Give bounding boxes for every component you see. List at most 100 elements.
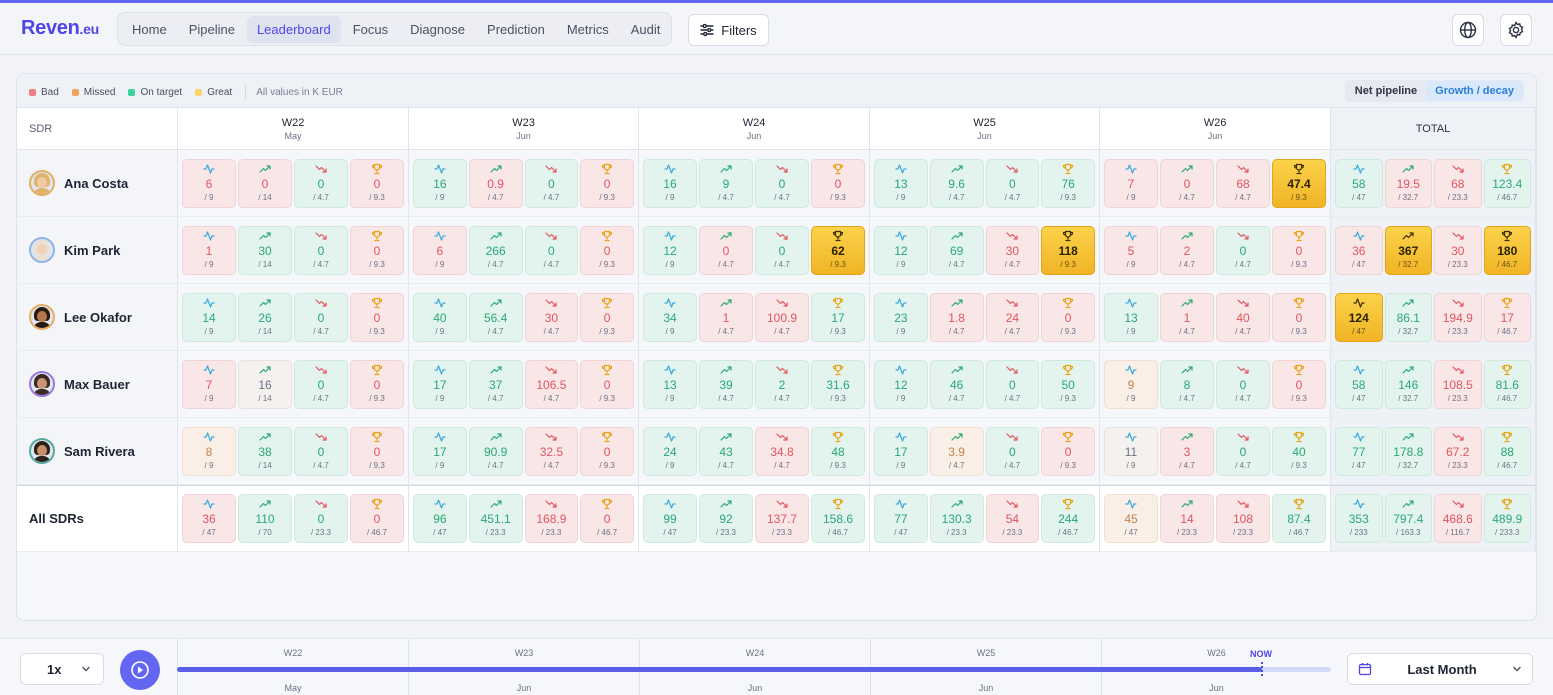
metric-tile[interactable]: 81.6/ 46.7 — [1483, 359, 1531, 409]
metric-tile[interactable]: 7/ 9 — [182, 359, 236, 409]
sdr-name-cell[interactable]: Max Bauer — [17, 351, 178, 418]
metric-tile[interactable]: 7/ 9 — [1104, 158, 1158, 208]
metric-tile[interactable]: 0/ 4.7 — [1216, 426, 1270, 476]
metric-tile[interactable]: 14 / 23.3 — [1160, 494, 1214, 543]
metric-tile[interactable]: 37/ 4.7 — [468, 359, 523, 409]
metric-tile[interactable]: 451.1 / 23.3 — [468, 494, 523, 543]
metric-tile[interactable]: 0/ 9.3 — [350, 359, 404, 409]
metric-tile[interactable]: 0/ 4.7 — [1216, 225, 1270, 275]
metric-tile[interactable]: 266/ 4.7 — [468, 225, 523, 275]
metric-tile[interactable]: 0/ 4.7 — [1216, 359, 1270, 409]
metric-tile[interactable]: 87.4 / 46.7 — [1272, 494, 1326, 543]
metric-tile[interactable]: 16/ 9 — [643, 158, 697, 208]
metric-tile[interactable]: 36 / 47 — [182, 494, 236, 543]
metric-tile[interactable]: 12/ 9 — [643, 225, 697, 275]
metric-tile[interactable]: 0 / 46.7 — [580, 494, 634, 543]
metric-tile[interactable]: 130.3 / 23.3 — [929, 494, 984, 543]
metric-tile[interactable]: 244 / 46.7 — [1041, 494, 1095, 543]
metric-tile[interactable]: 0/ 9.3 — [1041, 292, 1095, 342]
metric-tile[interactable]: 90.9/ 4.7 — [468, 426, 523, 476]
metric-tile[interactable]: 13/ 9 — [874, 158, 928, 208]
metric-tile[interactable]: 0/ 9.3 — [1272, 359, 1326, 409]
metric-tile[interactable]: 68/ 23.3 — [1434, 158, 1482, 208]
metric-tile[interactable]: 3/ 4.7 — [1160, 426, 1214, 476]
metric-tile[interactable]: 353 / 233 — [1335, 494, 1383, 543]
metric-tile[interactable]: 0/ 4.7 — [699, 225, 753, 275]
metric-tile[interactable]: 106.5/ 4.7 — [524, 359, 579, 409]
metric-tile[interactable]: 17/ 9.3 — [811, 292, 865, 342]
metric-tile[interactable]: 0/ 9.3 — [811, 158, 865, 208]
metric-tile[interactable]: 0/ 9.3 — [1041, 426, 1095, 476]
metric-tile[interactable]: 194.9/ 23.3 — [1434, 292, 1482, 342]
sdr-name-cell[interactable]: Lee Okafor — [17, 284, 178, 351]
metric-tile[interactable]: 0/ 4.7 — [985, 158, 1040, 208]
timeline-now-marker[interactable] — [1261, 662, 1263, 676]
metric-tile[interactable]: 47.4/ 9.3 — [1272, 158, 1326, 208]
metric-tile[interactable]: 0/ 4.7 — [294, 292, 348, 342]
metric-tile[interactable]: 0/ 9.3 — [580, 225, 634, 275]
metric-tile[interactable]: 17/ 9 — [413, 426, 467, 476]
metric-tile[interactable]: 0/ 9.3 — [580, 292, 634, 342]
metric-tile[interactable]: 67.2/ 23.3 — [1434, 426, 1482, 476]
metric-tile[interactable]: 0/ 4.7 — [294, 225, 348, 275]
metric-tile[interactable]: 5/ 9 — [1104, 225, 1158, 275]
metric-tile[interactable]: 158.6 / 46.7 — [811, 494, 865, 543]
metric-tile[interactable]: 0/ 4.7 — [755, 225, 809, 275]
metric-tile[interactable]: 3.9/ 4.7 — [929, 426, 984, 476]
metric-tile[interactable]: 118/ 9.3 — [1041, 225, 1095, 275]
nav-item-pipeline[interactable]: Pipeline — [188, 21, 235, 37]
metric-tile[interactable]: 14/ 9 — [182, 292, 236, 342]
metric-tile[interactable]: 17/ 9 — [413, 359, 467, 409]
sdr-name-cell[interactable]: Ana Costa — [17, 150, 178, 217]
toggle-growth-decay[interactable]: Growth / decay — [1426, 81, 1523, 101]
metric-tile[interactable]: 8/ 4.7 — [1160, 359, 1214, 409]
metric-tile[interactable]: 0/ 9.3 — [580, 426, 634, 476]
sdr-name-cell[interactable]: Kim Park — [17, 217, 178, 284]
metric-tile[interactable]: 146/ 32.7 — [1384, 359, 1432, 409]
metric-tile[interactable]: 58/ 47 — [1335, 158, 1383, 208]
metric-tile[interactable]: 48/ 9.3 — [811, 426, 865, 476]
nav-item-prediction[interactable]: Prediction — [487, 21, 545, 37]
metric-tile[interactable]: 178.8/ 32.7 — [1384, 426, 1432, 476]
metric-tile[interactable]: 54 / 23.3 — [985, 494, 1040, 543]
metric-tile[interactable]: 2/ 4.7 — [755, 359, 809, 409]
metric-tile[interactable]: 0.9/ 4.7 — [468, 158, 523, 208]
metric-tile[interactable]: 108.5/ 23.3 — [1434, 359, 1482, 409]
metric-tile[interactable]: 108 / 23.3 — [1216, 494, 1270, 543]
metric-tile[interactable]: 0 / 46.7 — [350, 494, 404, 543]
nav-item-home[interactable]: Home — [132, 21, 167, 37]
nav-item-metrics[interactable]: Metrics — [566, 21, 609, 37]
metric-tile[interactable]: 168.9 / 23.3 — [524, 494, 579, 543]
metric-tile[interactable]: 0/ 4.7 — [1160, 158, 1214, 208]
metric-tile[interactable]: 46/ 4.7 — [929, 359, 984, 409]
metric-tile[interactable]: 92 / 23.3 — [699, 494, 753, 543]
metric-tile[interactable]: 0/ 9.3 — [350, 426, 404, 476]
metric-tile[interactable]: 11/ 9 — [1104, 426, 1158, 476]
metric-tile[interactable]: 31.6/ 9.3 — [811, 359, 865, 409]
metric-tile[interactable]: 24/ 9 — [643, 426, 697, 476]
metric-tile[interactable]: 30/ 4.7 — [524, 292, 579, 342]
metric-tile[interactable]: 797.4 / 163.3 — [1384, 494, 1432, 543]
metric-tile[interactable]: 17/ 46.7 — [1483, 292, 1531, 342]
metric-tile[interactable]: 76/ 9.3 — [1041, 158, 1095, 208]
metric-tile[interactable]: 0/ 4.7 — [755, 158, 809, 208]
metric-tile[interactable]: 0/ 4.7 — [985, 426, 1040, 476]
metric-tile[interactable]: 0/ 4.7 — [294, 426, 348, 476]
metric-tile[interactable]: 24/ 4.7 — [985, 292, 1040, 342]
metric-tile[interactable]: 6/ 9 — [413, 225, 467, 275]
metric-tile[interactable]: 0/ 14 — [238, 158, 292, 208]
metric-tile[interactable]: 0/ 4.7 — [294, 359, 348, 409]
metric-tile[interactable]: 39/ 4.7 — [699, 359, 753, 409]
metric-tile[interactable]: 9/ 4.7 — [699, 158, 753, 208]
metric-tile[interactable]: 12/ 9 — [874, 359, 928, 409]
metric-tile[interactable]: 34/ 9 — [643, 292, 697, 342]
metric-tile[interactable]: 40/ 9 — [413, 292, 467, 342]
metric-tile[interactable]: 12/ 9 — [874, 225, 928, 275]
metric-tile[interactable]: 0/ 9.3 — [350, 158, 404, 208]
metric-tile[interactable]: 0/ 9.3 — [1272, 225, 1326, 275]
metric-tile[interactable]: 40/ 9.3 — [1272, 426, 1326, 476]
app-logo[interactable]: Reven.eu — [21, 17, 99, 39]
metric-tile[interactable]: 99 / 47 — [643, 494, 697, 543]
sdr-name-cell[interactable]: Sam Rivera — [17, 418, 178, 485]
metric-tile[interactable]: 77/ 47 — [1335, 426, 1383, 476]
